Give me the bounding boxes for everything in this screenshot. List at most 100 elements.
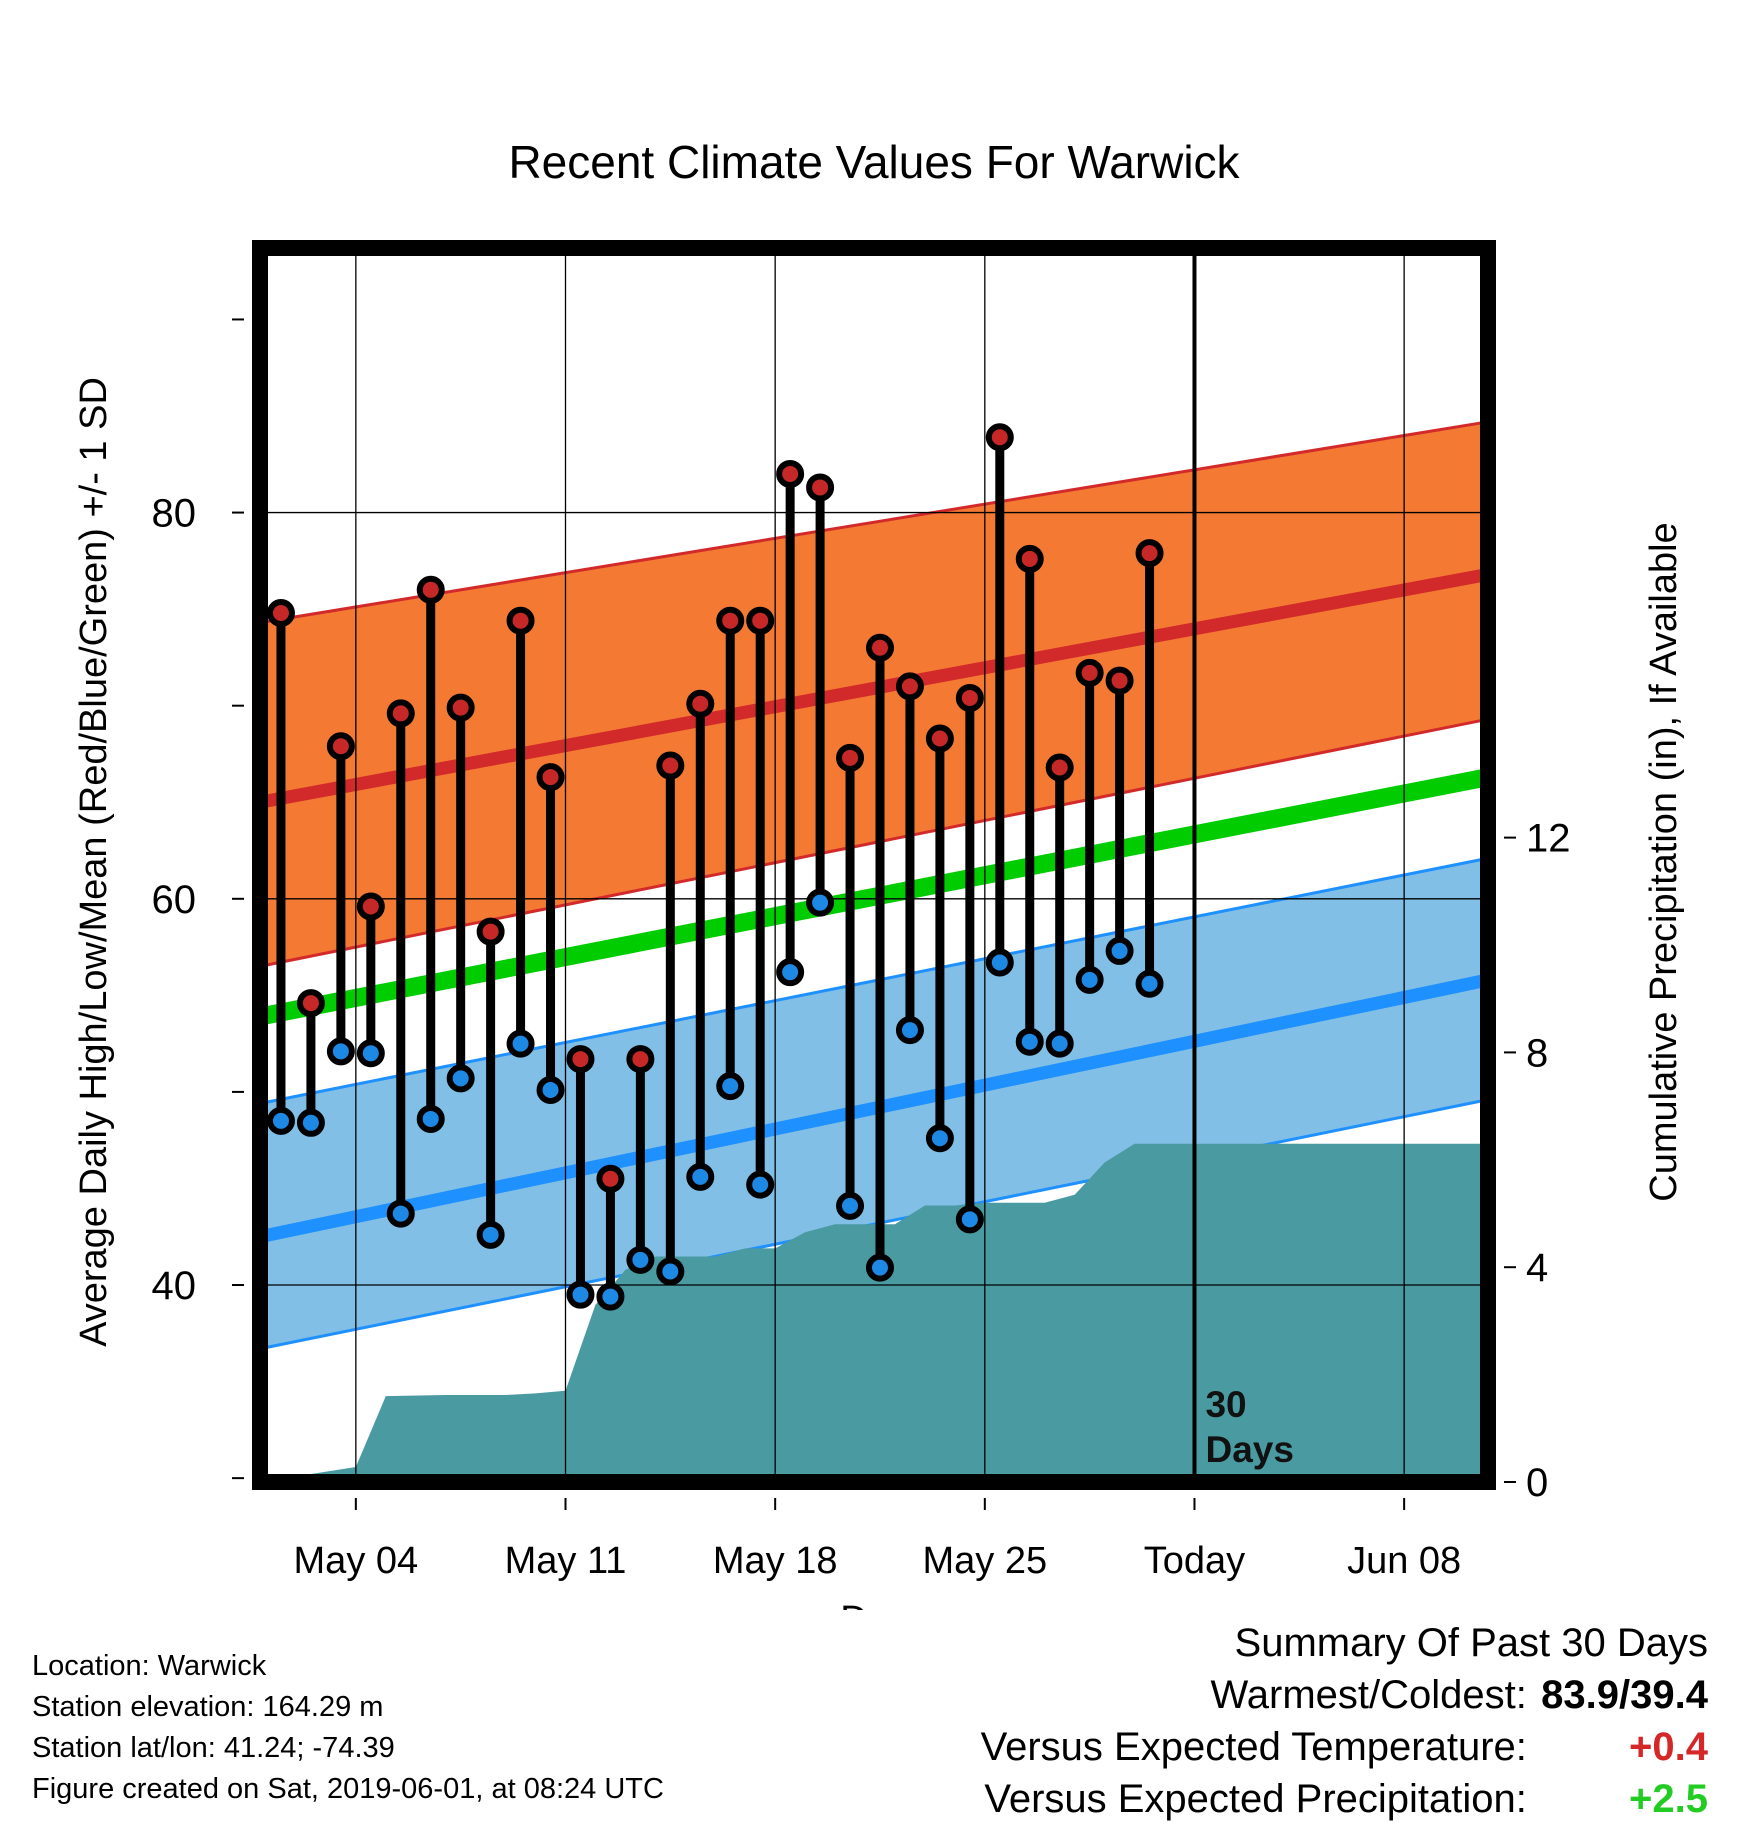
low-temp-point [446, 1064, 475, 1093]
high-temp-point [476, 917, 505, 946]
low-temp-point [626, 1245, 655, 1274]
summary-warm-cold: Warmest/Coldest: 83.9/39.4 [981, 1669, 1709, 1721]
low-temp-point [416, 1104, 445, 1133]
low-temp-point [356, 1039, 385, 1068]
low-temp-point [925, 1124, 954, 1153]
chart-title: Recent Climate Values For Warwick [508, 136, 1240, 188]
low-temp-point [326, 1037, 355, 1066]
low-temp-point [985, 948, 1014, 977]
low-temp-point [836, 1191, 865, 1220]
y2-tick-label: 8 [1526, 1031, 1548, 1075]
station-elevation: Station elevation: 164.29 m [32, 1691, 384, 1723]
precip-value: +2.5 [1629, 1777, 1708, 1821]
summary-precip: Versus Expected Precipitation: +2.5 [981, 1773, 1708, 1825]
low-temp-point [386, 1199, 415, 1228]
low-temp-point [1015, 1027, 1044, 1056]
high-temp-point [626, 1045, 655, 1074]
high-temp-point [1075, 658, 1104, 687]
low-temp-point [686, 1162, 715, 1191]
temp-value: +0.4 [1629, 1725, 1708, 1769]
high-temp-point [925, 724, 954, 753]
figure-created: Figure created on Sat, 2019-06-01, at 08… [32, 1773, 664, 1805]
climate-chart: Recent Climate Values For Warwick 30Days… [73, 136, 1685, 1610]
high-temp-point [596, 1164, 625, 1193]
high-temp-point [955, 683, 984, 712]
low-normal-band-lower-edge [259, 1098, 1489, 1351]
high-temp-point [1135, 539, 1164, 568]
summary-title: Summary Of Past 30 Days [1234, 1621, 1708, 1665]
temp-label: Versus Expected Temperature: [980, 1725, 1527, 1769]
precip-label: Versus Expected Precipitation: [984, 1777, 1527, 1821]
high-temp-point [895, 672, 924, 701]
x-tick-label: May 04 [294, 1540, 419, 1582]
high-temp-point [506, 606, 535, 635]
x-tick-label: May 11 [505, 1540, 627, 1582]
x-tick-label: May 25 [923, 1540, 1048, 1582]
high-temp-point [296, 989, 325, 1018]
station-info: Location: Warwick Station elevation: 164… [32, 1646, 664, 1810]
high-temp-point [266, 598, 295, 627]
low-temp-point [476, 1220, 505, 1249]
low-temp-point [776, 958, 805, 987]
high-temp-point [985, 423, 1014, 452]
high-temp-point [356, 892, 385, 921]
station-location: Location: Warwick [32, 1650, 267, 1682]
low-temp-point [266, 1106, 295, 1135]
low-temp-point [566, 1280, 595, 1309]
high-temp-point [1015, 544, 1044, 573]
high-temp-point [686, 689, 715, 718]
low-temp-point [895, 1016, 924, 1045]
station-latlon: Station lat/lon: 41.24; -74.39 [32, 1732, 395, 1764]
low-temp-point [596, 1282, 625, 1311]
x-tick-label: Today [1144, 1540, 1245, 1582]
low-temp-point [1045, 1029, 1074, 1058]
high-temp-point [836, 743, 865, 772]
x-tick-label: May 18 [713, 1540, 838, 1582]
low-temp-point [656, 1257, 685, 1286]
plot-frame [252, 240, 1496, 1490]
low-temp-point [865, 1253, 894, 1282]
high-temp-point [1045, 753, 1074, 782]
y-tick-label: 60 [152, 878, 197, 922]
today-days-label: Days [1205, 1429, 1293, 1470]
today-days-count: 30 [1205, 1384, 1246, 1425]
high-temp-point [1105, 666, 1134, 695]
y2-tick-label: 12 [1526, 817, 1571, 861]
low-temp-point [1105, 936, 1134, 965]
summary-temp: Versus Expected Temperature: +0.4 [981, 1721, 1708, 1773]
low-temp-point [296, 1108, 325, 1137]
high-temp-point [656, 751, 685, 780]
x-tick-label: Jun 08 [1347, 1540, 1461, 1582]
warm-cold-value: 83.9/39.4 [1541, 1673, 1708, 1717]
high-temp-point [806, 473, 835, 502]
high-temp-point [746, 606, 775, 635]
y-tick-label: 40 [152, 1264, 197, 1308]
high-temp-point [716, 606, 745, 635]
y-axis-label: Average Daily High/Low/Mean (Red/Blue/Gr… [73, 377, 115, 1347]
high-temp-point [536, 763, 565, 792]
high-temp-point [566, 1045, 595, 1074]
high-temp-point [446, 693, 475, 722]
high-temp-point [865, 633, 894, 662]
low-temp-point [806, 888, 835, 917]
high-normal-band-upper-edge [259, 420, 1489, 625]
low-temp-point [716, 1072, 745, 1101]
warm-cold-label: Warmest/Coldest: [1210, 1673, 1527, 1717]
summary-panel: Summary Of Past 30 Days Warmest/Coldest:… [981, 1617, 1708, 1825]
x-axis-label: Day [840, 1599, 908, 1610]
y2-tick-label: 0 [1526, 1461, 1548, 1505]
low-temp-point [746, 1170, 775, 1199]
precipitation-area [260, 1143, 1488, 1482]
low-temp-point [955, 1205, 984, 1234]
high-temp-point [386, 699, 415, 728]
y-tick-label: 80 [152, 492, 197, 536]
low-temp-point [1075, 965, 1104, 994]
low-normal-line [258, 973, 1490, 1244]
low-temp-point [536, 1075, 565, 1104]
y2-tick-label: 4 [1526, 1246, 1548, 1290]
y2-axis-label: Cumulative Precipitation (in), If Availa… [1643, 522, 1685, 1201]
low-temp-point [506, 1029, 535, 1058]
low-temp-point [1135, 969, 1164, 998]
high-temp-point [326, 732, 355, 761]
